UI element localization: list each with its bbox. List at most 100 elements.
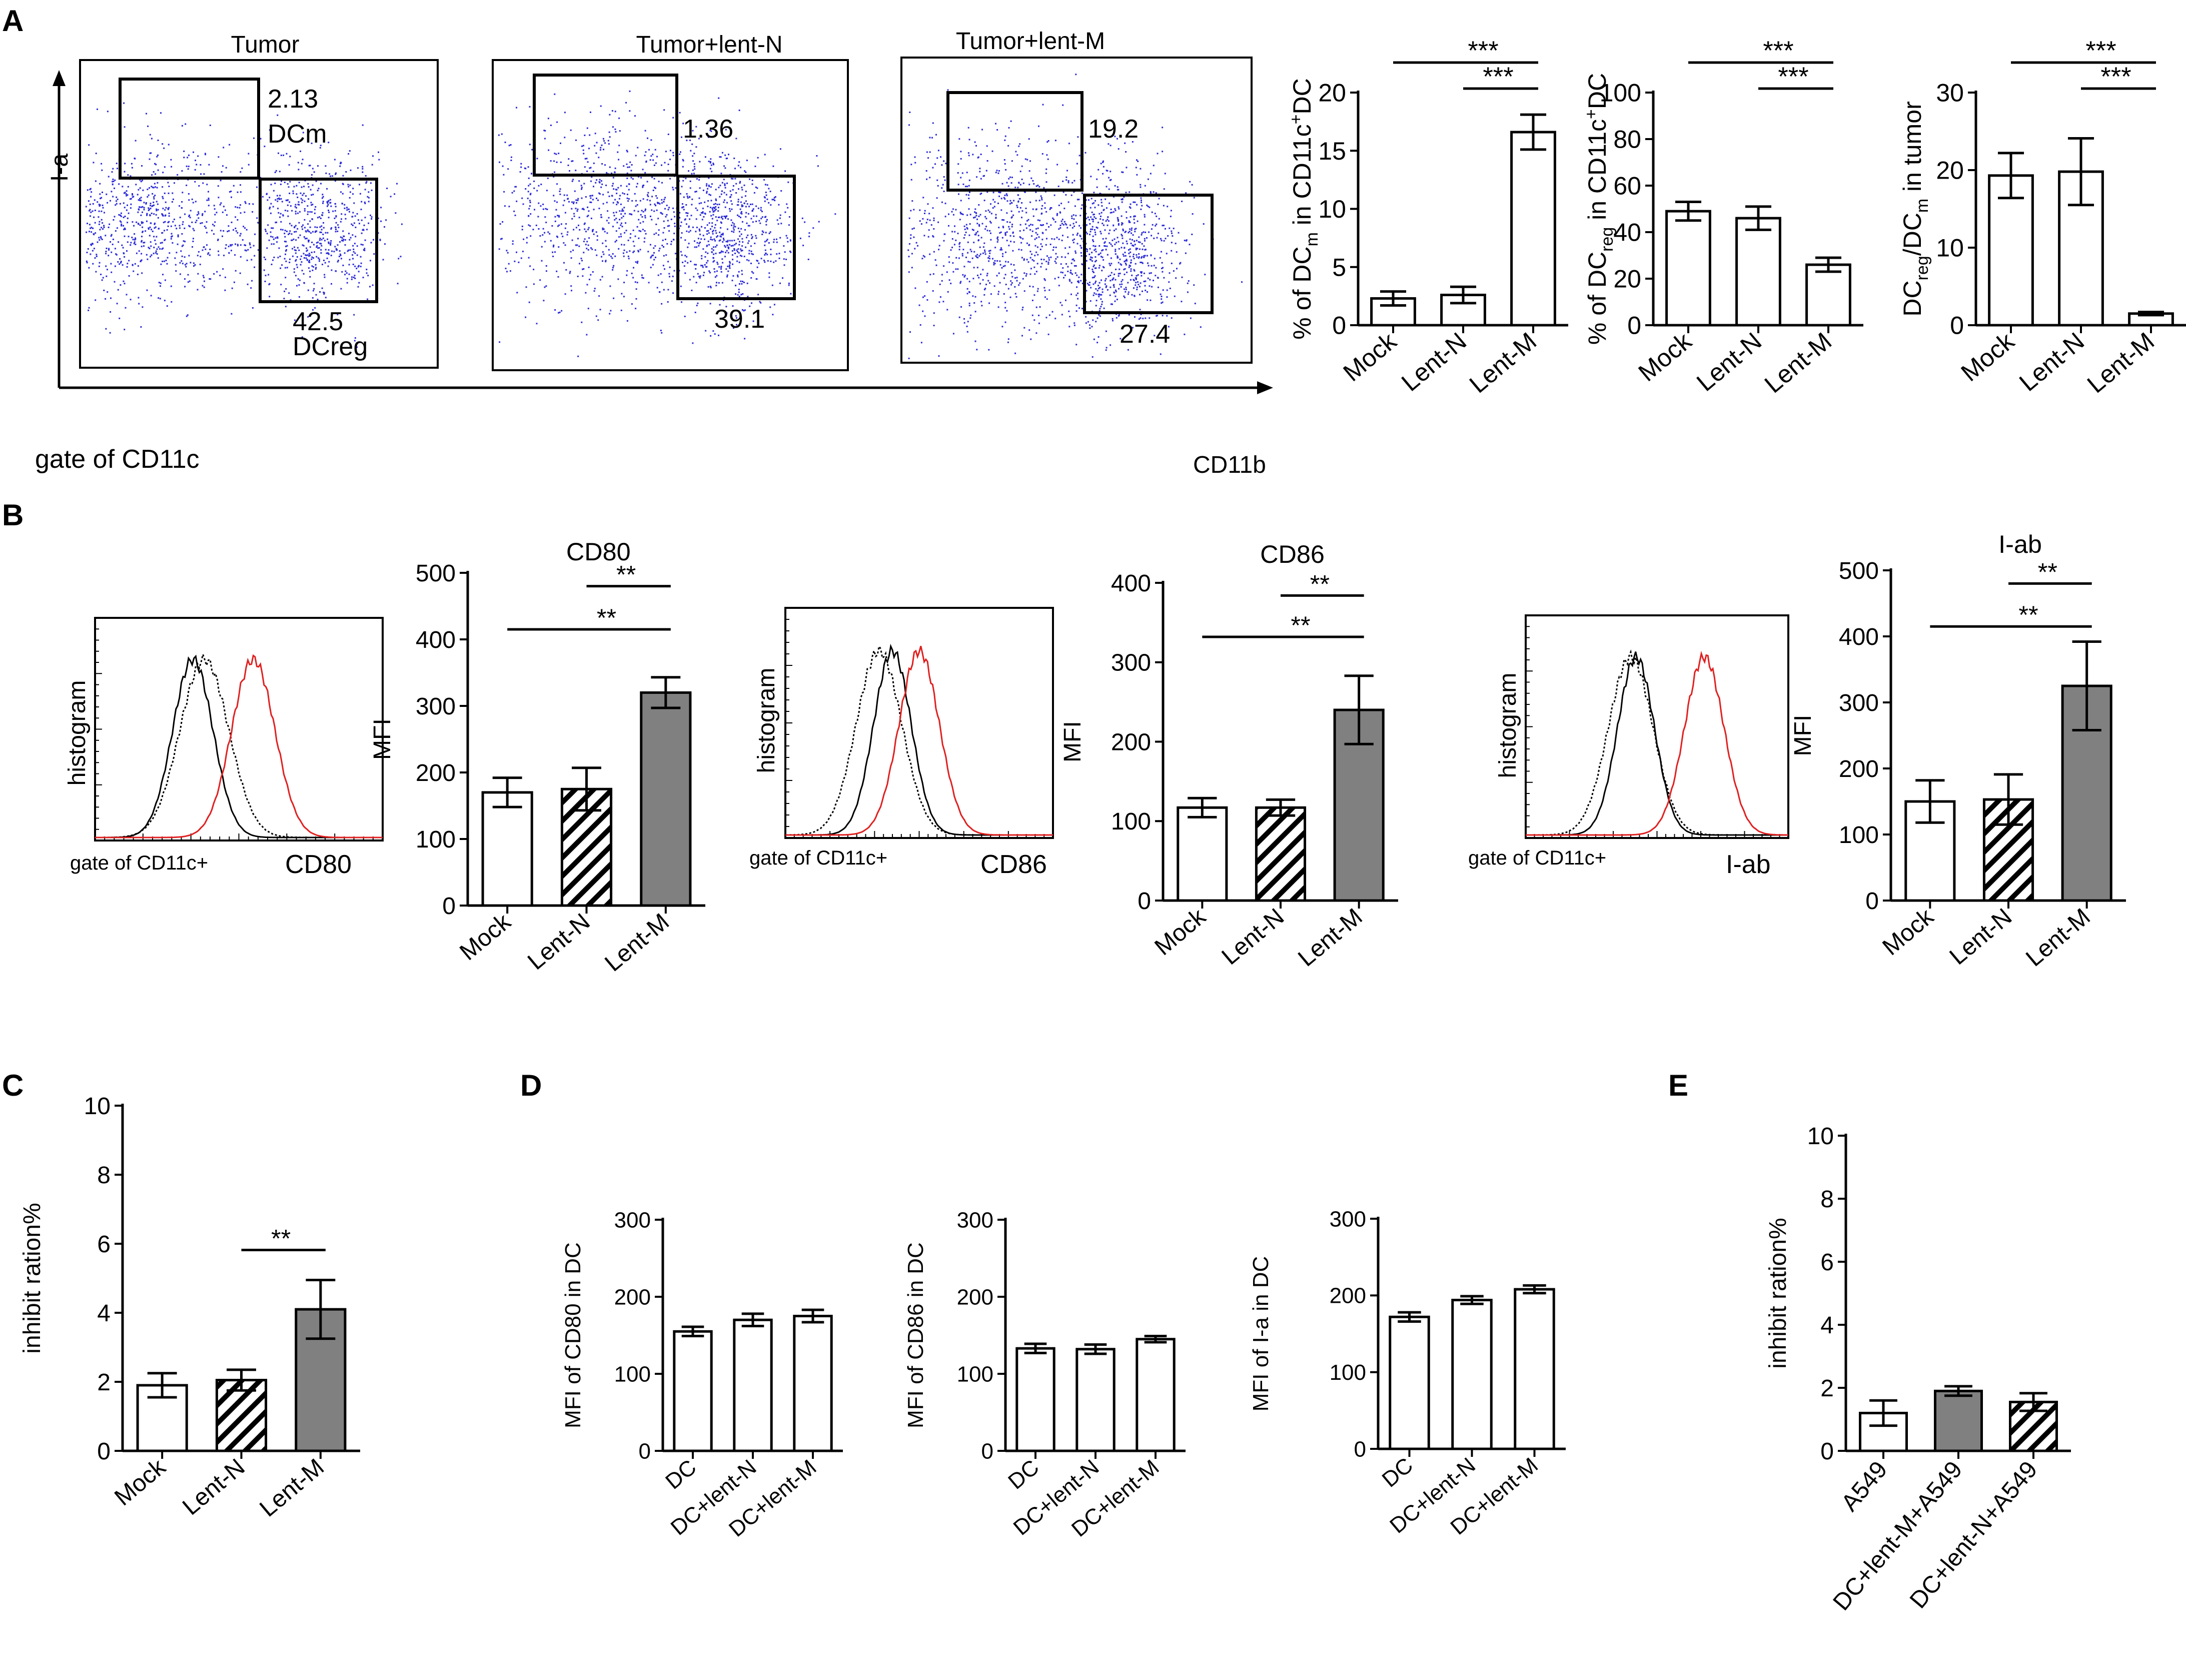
upper-gate-value: 1.36: [683, 115, 733, 144]
lower-gate-value: 27.4: [1120, 320, 1170, 349]
lower-gate: [676, 175, 796, 300]
y-tick-label: 10: [84, 1093, 111, 1120]
y-tick-label: 4: [1820, 1312, 1834, 1339]
y-tick-label: 60: [1613, 172, 1641, 200]
y-tick-label: 10: [1936, 234, 1964, 262]
x-category-label: Lent-M: [1464, 327, 1542, 399]
bar: [1389, 1315, 1430, 1450]
bar: [793, 1315, 833, 1452]
upper-gate-name: DCm: [268, 120, 327, 149]
bar: [1988, 174, 2034, 327]
panel-label-b: B: [2, 498, 24, 532]
y-tick-label: 200: [1330, 1284, 1366, 1308]
upper-gate-value: 2.13: [268, 85, 318, 114]
y-axis-label: MFI: [369, 718, 396, 760]
y-tick-label: 300: [1839, 690, 1879, 716]
y-tick-label: 20: [1318, 79, 1346, 107]
y-tick-label: 8: [1820, 1186, 1834, 1213]
y-tick-label: 40: [1613, 219, 1641, 247]
bar: [1015, 1347, 1055, 1452]
bar: [733, 1318, 773, 1452]
panel-label-c: C: [2, 1069, 24, 1102]
y-tick-label: 500: [416, 560, 456, 587]
y-tick-label: 500: [1839, 558, 1879, 584]
histogram-curve: [95, 651, 383, 838]
panel-label-a: A: [2, 4, 24, 38]
histogram-ylabel: histogram: [753, 668, 780, 773]
y-tick-label: 0: [1138, 888, 1151, 915]
significance-stars: **: [2038, 557, 2057, 586]
bar: [1735, 217, 1781, 327]
y-tick-label: 0: [1332, 312, 1346, 340]
y-tick-label: 10: [1807, 1123, 1834, 1150]
y-tick-label: 10: [1318, 195, 1346, 223]
upper-gate: [119, 78, 260, 180]
x-category-label: Mock: [455, 908, 516, 966]
bar: [1514, 1288, 1555, 1450]
x-category-label: Lent-N: [1217, 904, 1289, 970]
flow-plot-title: Tumor: [231, 32, 300, 58]
flow-plot-lent-n: Tumor+lent-N 1.36 39.1: [492, 32, 849, 371]
x-category-label: Lent-N: [1396, 327, 1472, 397]
histogram-curve: [785, 644, 1053, 836]
y-tick-label: 2: [97, 1369, 111, 1396]
y-tick-label: 6: [97, 1231, 111, 1258]
x-category-label: Lent-N: [1945, 904, 2017, 970]
y-axis-label: inhibit ration%: [19, 1203, 46, 1354]
panel-a-flow: I-a gate of CD11c CD11b Tumor 2.13 DCm 4…: [35, 28, 1273, 478]
y-tick-label: 2: [1820, 1375, 1834, 1402]
significance-stars: **: [597, 603, 616, 632]
y-tick-label: 0: [1627, 312, 1641, 340]
histogram-marker-label: I-ab: [1726, 850, 1771, 879]
significance-stars: ***: [1483, 62, 1513, 92]
histogram-marker-label: CD86: [980, 850, 1047, 879]
flow-plot-frame: [79, 59, 439, 369]
x-category-label: DC: [1003, 1455, 1043, 1494]
y-tick-label: 200: [614, 1285, 651, 1309]
cytometry-event-dots: [498, 90, 836, 357]
panel-label-e: E: [1668, 1069, 1688, 1102]
y-tick-label: 20: [1936, 157, 1964, 185]
y-axis-label: % of DCm in CD11c+DC: [1287, 78, 1322, 339]
y-tick-label: 0: [1354, 1437, 1366, 1461]
flow-y-arrow: [53, 70, 66, 86]
histogram-curve: [95, 654, 383, 838]
histogram-gate-label: gate of CD11c+: [1468, 847, 1606, 869]
histogram-curve: [1526, 650, 1789, 836]
bar: [1805, 263, 1851, 327]
lower-gate-value: 39.1: [714, 305, 765, 334]
significance-stars: ***: [1778, 62, 1808, 92]
x-category-label: Mock: [110, 1453, 171, 1511]
flow-plot-title: Tumor+lent-M: [956, 28, 1105, 55]
histogram-frame: [94, 617, 384, 842]
y-tick-label: 20: [1613, 265, 1641, 293]
flow-plot-tumor: Tumor 2.13 DCm 42.5 DCreg: [79, 32, 439, 369]
y-tick-label: 100: [1111, 808, 1151, 835]
significance-stars: **: [1291, 611, 1310, 639]
flow-dots: [907, 74, 1243, 359]
y-tick-label: 15: [1318, 137, 1346, 165]
y-axis-label: MFI: [1790, 715, 1816, 756]
y-tick-label: 100: [1330, 1360, 1366, 1385]
y-tick-label: 100: [614, 1362, 651, 1386]
flow-dots: [498, 90, 836, 357]
y-tick-label: 300: [614, 1208, 651, 1232]
histogram-frame: [784, 607, 1054, 839]
lower-gate: [259, 178, 378, 303]
y-tick-label: 6: [1820, 1249, 1834, 1276]
bar: [1451, 1299, 1493, 1450]
y-tick-label: 200: [1111, 729, 1151, 755]
significance-stars: ***: [1763, 36, 1793, 66]
significance-stars: **: [616, 560, 636, 589]
x-category-label: Mock: [1956, 327, 2020, 387]
y-axis-label: MFI of CD86 in DC: [903, 1242, 928, 1428]
y-axis-label: MFI of I-a in DC: [1249, 1256, 1273, 1412]
flow-plot-title: Tumor+lent-N: [636, 32, 783, 58]
x-category-label: A549: [1836, 1456, 1893, 1516]
flow-plot-frame: [492, 59, 849, 371]
